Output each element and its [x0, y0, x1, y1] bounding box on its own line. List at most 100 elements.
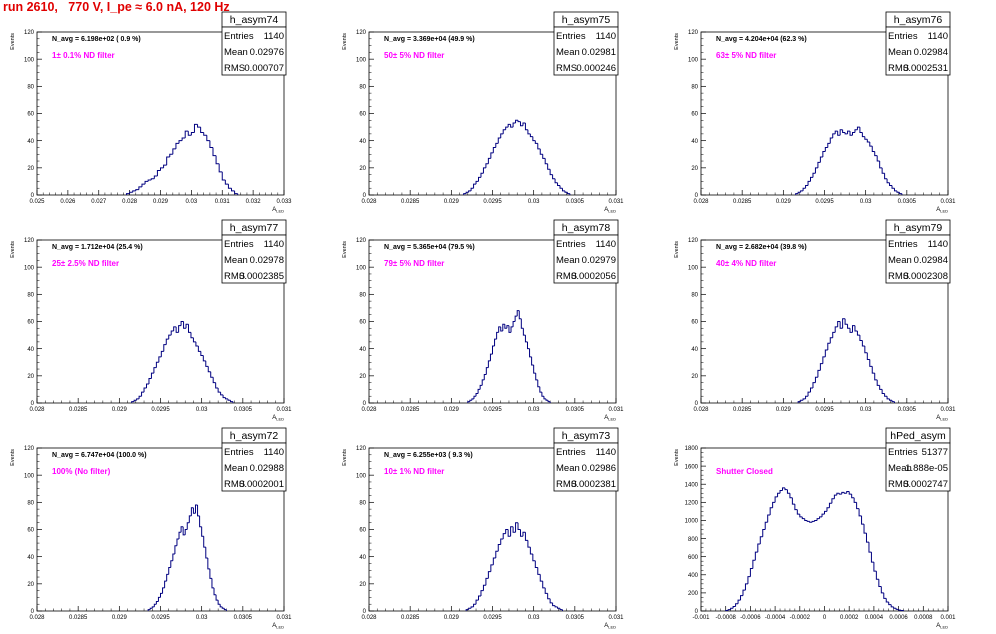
y-tick-label: 20 [691, 374, 698, 380]
x-tick-label: 0.031 [608, 199, 624, 205]
histogram-bin [805, 519, 807, 521]
y-tick-label: 60 [691, 320, 698, 326]
x-axis-title: ALED [936, 623, 948, 630]
histogram-bin [894, 188, 896, 191]
histogram-bin [534, 365, 536, 373]
x-tick-label: 0.001 [940, 615, 956, 621]
x-tick-label: -0.0008 [716, 615, 737, 621]
x-axis-title: ALED [272, 207, 284, 214]
histogram-bin [818, 370, 820, 377]
histogram-bin [560, 185, 562, 188]
histogram-name: h_asym74 [230, 14, 279, 26]
x-tick-label: 0.029 [776, 407, 792, 413]
histogram-bin [773, 502, 775, 507]
histogram-bin [148, 180, 151, 181]
stats-value: 1140 [928, 31, 948, 42]
histogram-bin [535, 561, 537, 568]
histogram-bin [854, 498, 856, 503]
x-tick-label: 0.0295 [151, 407, 170, 413]
histogram-bin [546, 399, 548, 400]
histogram-bin [139, 396, 141, 399]
histogram-bin [142, 184, 145, 187]
histogram-bin [179, 326, 181, 333]
x-tick-label: -0.001 [692, 615, 710, 621]
histogram-bin [887, 179, 889, 183]
histogram-bin [827, 508, 829, 512]
x-tick-label: 0.0295 [151, 615, 170, 621]
y-axis-title: Events [674, 449, 680, 466]
histogram-name: h_asym76 [894, 14, 943, 26]
histogram-bin [828, 143, 830, 147]
histogram-bin [493, 558, 495, 565]
histogram-bin [792, 498, 794, 504]
histogram-bin [540, 574, 542, 581]
y-tick-label: 120 [24, 446, 35, 452]
histogram-bin [182, 138, 185, 141]
y-tick-label: 60 [359, 112, 366, 118]
histogram-bin [820, 157, 822, 162]
histogram-bin [787, 490, 789, 494]
histogram-bins [726, 488, 904, 611]
x-tick-label: -0.0002 [790, 615, 811, 621]
histogram-bin [887, 396, 889, 399]
histogram-bin [222, 172, 225, 180]
histogram-bin [540, 387, 542, 392]
histogram-bin [550, 169, 552, 174]
x-tick-label: 0.029 [112, 615, 128, 621]
y-tick-label: 40 [27, 139, 34, 145]
x-tick-label: 0.0006 [889, 615, 908, 621]
x-tick-label: 0.031 [276, 407, 292, 413]
histogram-bin [542, 392, 544, 396]
histogram-bin [879, 579, 881, 586]
histogram-bin [218, 388, 220, 392]
histogram-bin [768, 515, 770, 522]
histogram-bin [867, 139, 869, 142]
histogram-bins [127, 124, 238, 195]
x-tick-label: 0.03 [528, 199, 540, 205]
histogram-bin [775, 497, 777, 502]
histogram-bin [753, 560, 755, 568]
stats-label: Mean [556, 47, 580, 58]
y-tick-label: 40 [359, 555, 366, 561]
stats-value: 1140 [264, 239, 284, 250]
histogram-bin [770, 508, 772, 515]
histogram-bin [496, 143, 498, 147]
x-tick-label: 0.028 [29, 615, 45, 621]
histogram-bin [867, 353, 869, 360]
y-tick-label: 100 [24, 473, 35, 479]
filter-label: 100% (No filter) [52, 467, 111, 476]
y-tick-label: 200 [688, 591, 699, 597]
y-tick-label: 60 [27, 112, 34, 118]
x-tick-label: -0.0006 [740, 615, 761, 621]
histogram-bin [745, 584, 747, 590]
x-tick-label: 0.031 [608, 615, 624, 621]
histogram-bin [525, 335, 527, 342]
y-tick-label: 40 [27, 347, 34, 353]
histogram-bin [228, 184, 231, 188]
histogram-bin [825, 147, 827, 151]
histogram-bin [877, 156, 879, 161]
histogram-bin [855, 326, 857, 331]
navg-label: N_avg = 4.204e+04 (62.3 %) [716, 36, 807, 43]
histogram-bin [818, 162, 820, 167]
y-tick-label: 120 [356, 30, 367, 36]
y-tick-label: 40 [27, 555, 34, 561]
histogram-bin [790, 493, 792, 498]
histogram-bin [813, 383, 815, 388]
x-tick-label: 0.031 [215, 199, 231, 205]
x-tick-label: 0.0305 [898, 407, 917, 413]
y-tick-label: 1000 [685, 519, 699, 525]
filter-label: 63± 5% ND filter [716, 51, 776, 60]
y-tick-label: 600 [688, 555, 699, 561]
histogram-bin [493, 346, 495, 354]
histogram-bin [880, 161, 882, 168]
histogram-bin [206, 361, 208, 366]
stats-value: 0.02978 [250, 255, 284, 266]
y-tick-label: 20 [27, 166, 34, 172]
histogram-bin [823, 357, 825, 364]
stats-value: 0.0002747 [903, 479, 948, 490]
histogram-bin [825, 511, 827, 514]
histogram-bin [206, 547, 208, 558]
